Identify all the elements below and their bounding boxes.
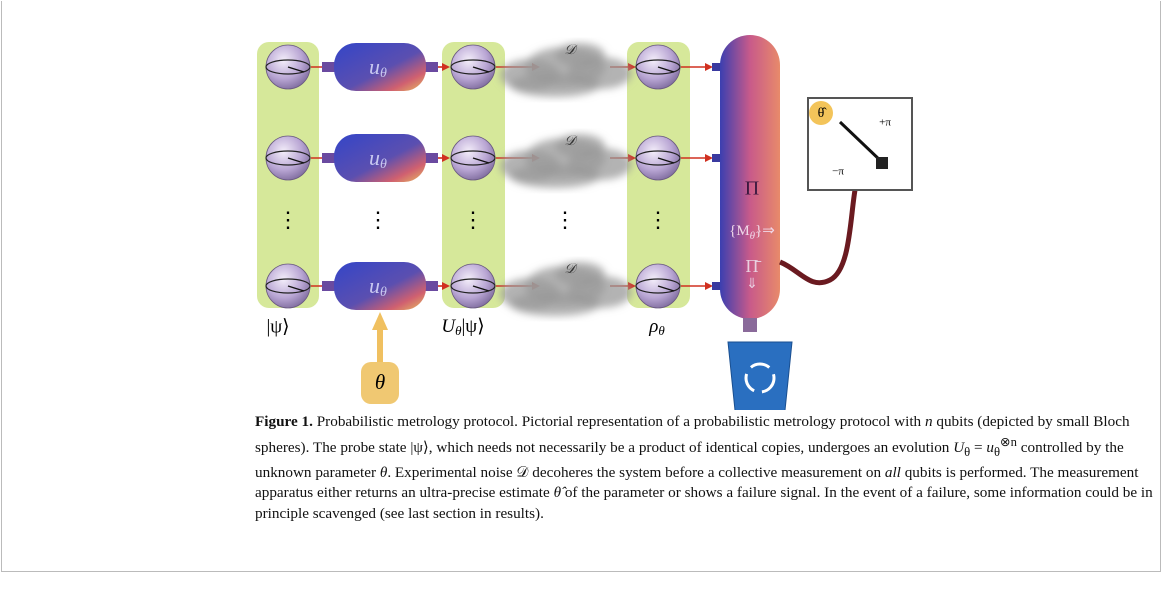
caption-text: Probabilistic metrology protocol. Pictor…: [313, 413, 925, 430]
cloud-puff: [555, 262, 605, 286]
caption-math: U: [953, 439, 964, 456]
arrow-head: [705, 282, 713, 290]
cloud-puff: [555, 134, 605, 158]
caption-math: θ̂: [554, 484, 561, 501]
cloud-puff: [510, 164, 600, 188]
gate-sub: θ: [380, 157, 387, 172]
caption-label: Figure 1.: [255, 413, 313, 430]
noisy-base: ρ: [648, 316, 658, 337]
meter-minus: −π: [832, 166, 844, 178]
evolved-ket: |ψ⟩: [462, 316, 485, 337]
gate-base: u: [369, 145, 380, 170]
success-outcome: Π: [745, 178, 759, 200]
parameter: θ: [375, 370, 385, 394]
caption: Figure 1. Probabilistic metrology protoc…: [255, 412, 1160, 524]
caption-math: n: [925, 413, 933, 430]
meter-plus: +π: [879, 117, 891, 129]
vertical-dots: ⋮: [462, 207, 484, 232]
recycle-bin: [728, 342, 792, 410]
gate-base: u: [369, 273, 380, 298]
vertical-dots: ⋮: [647, 207, 669, 232]
drain-pipe: [743, 318, 757, 332]
caption-text: . Experimental noise: [387, 464, 516, 481]
evolved-state: Uθ|ψ⟩: [441, 316, 484, 338]
caption-math: 𝒟: [516, 464, 528, 481]
cloud-puff: [510, 73, 600, 97]
caption-text: decoheres the system before a collective…: [529, 464, 885, 481]
outcomes-arrow: ⇒: [762, 223, 775, 239]
gate-sub: θ: [380, 66, 387, 81]
arrow-head: [705, 154, 713, 162]
failure-arrow: ⇓: [746, 277, 758, 292]
vertical-dots: ⋮: [277, 207, 299, 232]
cloud-puff: [510, 292, 600, 316]
arrow-head: [705, 63, 713, 71]
input-state: |ψ⟩: [266, 316, 289, 337]
vertical-dots: ⋮: [367, 207, 389, 232]
cable: [780, 190, 855, 283]
meter-pivot: [876, 157, 888, 169]
caption-math: ⊗n: [1000, 435, 1017, 449]
outcomes-open: {M: [729, 223, 750, 239]
parameter-arrow: [372, 312, 388, 362]
noisy-sub: θ: [658, 323, 665, 338]
caption-math: u: [986, 439, 994, 456]
gate-sub: θ: [380, 285, 387, 300]
noisy-state: ρθ: [648, 316, 665, 338]
caption-text: =: [970, 439, 986, 456]
outcomes-close: }: [755, 223, 762, 239]
cloud-puff: [555, 43, 605, 67]
vertical-dots: ⋮: [554, 207, 576, 232]
caption-text: all: [885, 464, 901, 481]
gate-base: u: [369, 54, 380, 79]
